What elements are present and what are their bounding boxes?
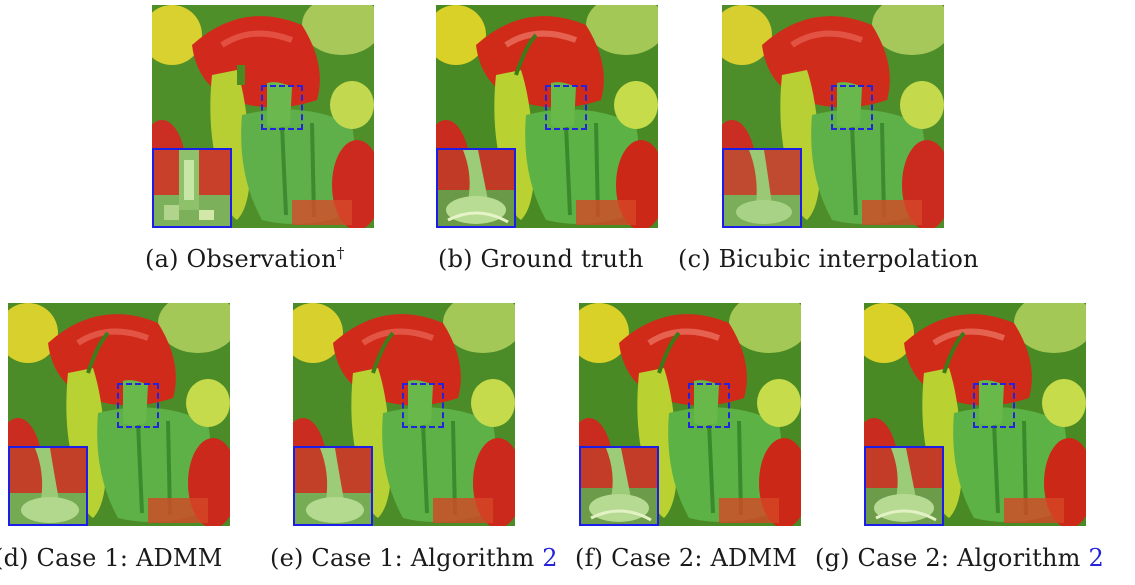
caption-f: (f) Case 2: ADMM [575, 544, 797, 572]
roi-box [402, 383, 444, 428]
peppers-image [579, 303, 801, 526]
caption-d: (d) Case 1: ADMM [0, 544, 222, 572]
zoom-inset [8, 446, 88, 526]
caption-label: (c) [678, 245, 711, 273]
caption-text: Case 1: Algorithm [311, 544, 535, 572]
caption-text: Case 2: ADMM [611, 544, 797, 572]
caption-label: (b) [438, 245, 473, 273]
caption-text: Case 1: ADMM [36, 544, 223, 572]
roi-box [973, 383, 1015, 428]
caption-text: Observation [186, 245, 337, 273]
peppers-image [293, 303, 515, 526]
zoom-inset [152, 148, 232, 228]
caption-b: (b) Ground truth [438, 245, 644, 273]
zoom-inset [293, 446, 373, 526]
image-ground-truth [436, 5, 658, 228]
caption-text: Ground truth [480, 245, 644, 273]
zoom-inset [864, 446, 944, 526]
peppers-image [436, 5, 658, 228]
zoom-inset [722, 148, 802, 228]
image-observation [152, 5, 374, 228]
roi-box [545, 85, 587, 130]
caption-label: (f) [575, 544, 604, 572]
image-bicubic [722, 5, 944, 228]
caption-a: (a) Observation† [145, 245, 345, 273]
caption-label: (a) [145, 245, 179, 273]
caption-text: Case 2: Algorithm [857, 544, 1081, 572]
dagger-mark: † [336, 244, 345, 262]
caption-text: Bicubic interpolation [718, 245, 979, 273]
algorithm-ref-link[interactable]: 2 [542, 544, 558, 572]
caption-label: (e) [270, 544, 304, 572]
algorithm-ref-link[interactable]: 2 [1088, 544, 1104, 572]
roi-box [688, 383, 730, 428]
image-case1-admm [8, 303, 230, 526]
caption-label: (d) [0, 544, 29, 572]
image-case1-algorithm [293, 303, 515, 526]
caption-label: (g) [815, 544, 850, 572]
caption-e: (e) Case 1: Algorithm 2 [270, 544, 558, 572]
zoom-inset [436, 148, 516, 228]
image-case2-admm [579, 303, 801, 526]
image-case2-algorithm [864, 303, 1086, 526]
roi-box [261, 85, 303, 130]
zoom-inset [579, 446, 659, 526]
roi-box [117, 383, 159, 428]
roi-box [831, 85, 873, 130]
caption-c: (c) Bicubic interpolation [678, 245, 979, 273]
caption-g: (g) Case 2: Algorithm 2 [815, 544, 1104, 572]
